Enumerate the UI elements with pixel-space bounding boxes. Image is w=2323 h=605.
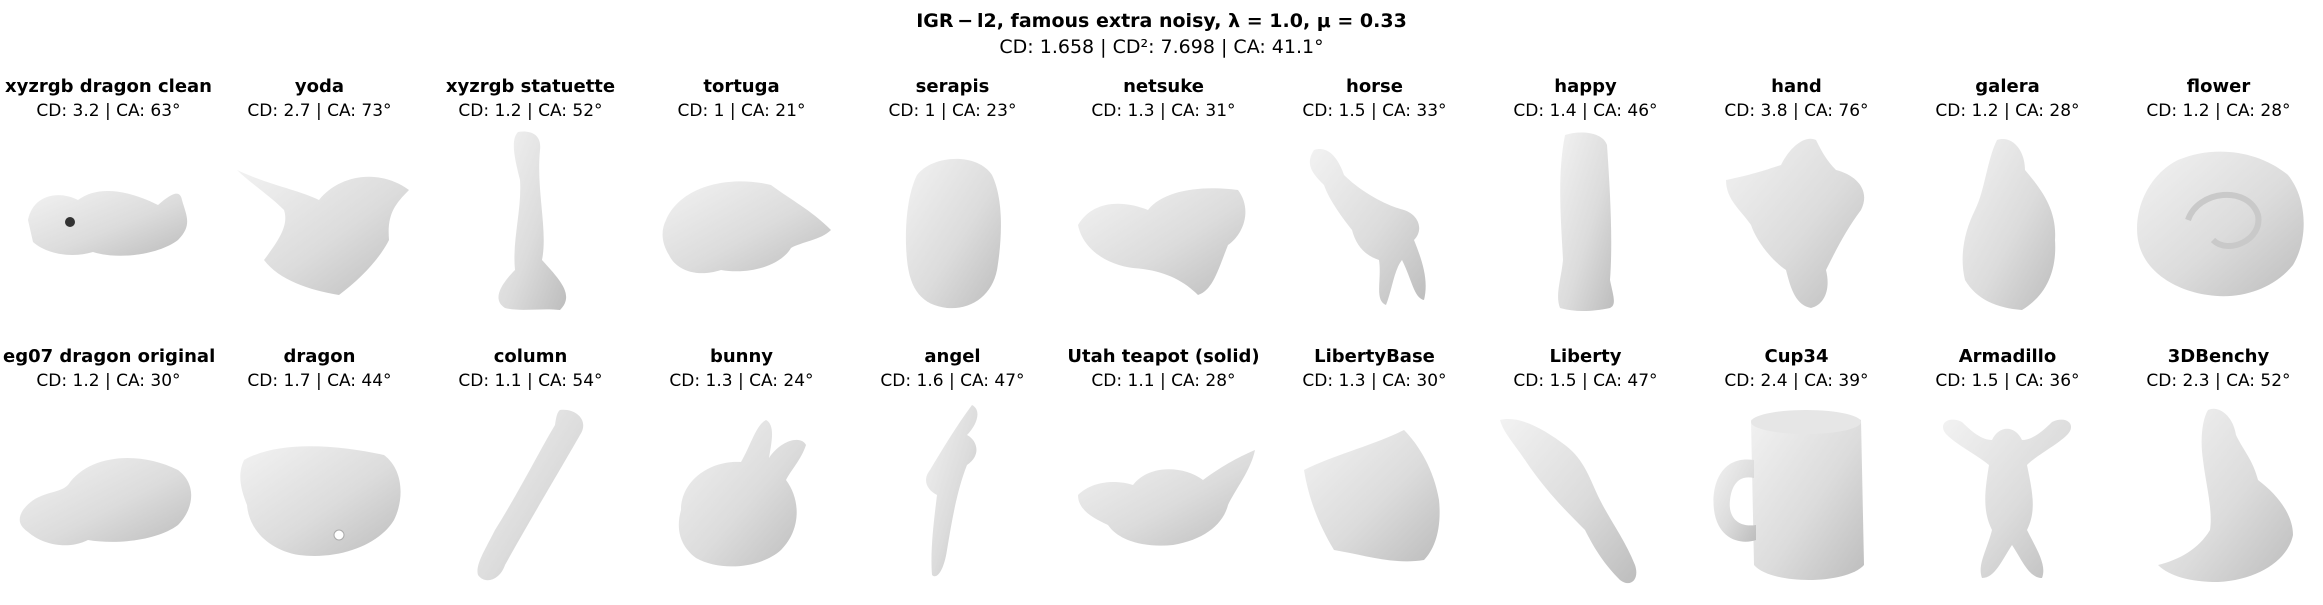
mesh-metric: CD: 1.2 | CA: 52° — [458, 101, 603, 121]
benchy-render — [2158, 408, 2293, 582]
mesh-name: angel — [924, 346, 981, 367]
mesh-name: Liberty — [1549, 346, 1622, 367]
figure-header: IGR − l2, famous extra noisy, λ = 1.0, μ… — [0, 8, 2323, 60]
mesh-cell: dragon CD: 1.7 | CA: 44° — [214, 345, 425, 605]
mesh-name: xyzrgb dragon clean — [5, 76, 212, 97]
mesh-name: Utah teapot (solid) — [1067, 346, 1260, 367]
mesh-cell: Utah teapot (solid) CD: 1.1 | CA: 28° — [1058, 345, 1269, 605]
mesh-cell: hand CD: 3.8 | CA: 76° — [1691, 75, 1902, 335]
dragon-render — [240, 446, 401, 556]
mesh-name: 3DBenchy — [2167, 346, 2270, 367]
mesh-metric: CD: 2.7 | CA: 73° — [247, 101, 392, 121]
mesh-cell: xyzrgb statuette CD: 1.2 | CA: 52° — [425, 75, 636, 335]
mesh-cell: Liberty CD: 1.5 | CA: 47° — [1480, 345, 1691, 605]
mesh-row-1: xyzrgb dragon clean CD: 3.2 | CA: 63° yod… — [0, 75, 2323, 335]
mesh-cell: angel CD: 1.6 | CA: 47° — [847, 345, 1058, 605]
netsuke-render — [1078, 188, 1246, 295]
mesh-metric: CD: 1.3 | CA: 31° — [1091, 101, 1236, 121]
mesh-metric: CD: 1.2 | CA: 28° — [2146, 101, 2291, 121]
mesh-metric: CD: 1 | CA: 23° — [888, 101, 1017, 121]
happy-render — [1558, 132, 1614, 311]
mesh-metric: CD: 1.7 | CA: 44° — [247, 371, 392, 391]
mesh-metric: CD: 1.3 | CA: 24° — [669, 371, 814, 391]
mesh-name: tortuga — [703, 76, 780, 97]
mesh-cell: galera CD: 1.2 | CA: 28° — [1902, 75, 2113, 335]
mesh-name: dragon — [283, 346, 356, 367]
mesh-metric: CD: 1.2 | CA: 28° — [1935, 101, 2080, 121]
mesh-name: eg07 dragon original — [3, 346, 216, 367]
mesh-cell: 3DBenchy CD: 2.3 | CA: 52° — [2113, 345, 2323, 605]
figure-subtitle: CD: 1.658 | CD²: 7.698 | CA: 41.1° — [999, 36, 1324, 58]
yoda-render — [237, 170, 409, 295]
mesh-cell: column CD: 1.1 | CA: 54° — [425, 345, 636, 605]
flower-render — [2137, 151, 2304, 297]
galera-render — [1962, 139, 2056, 310]
mesh-name: galera — [1975, 76, 2040, 97]
mesh-cell: flower CD: 1.2 | CA: 28° — [2113, 75, 2323, 335]
liberty-render — [1500, 419, 1637, 584]
mesh-name: serapis — [915, 76, 990, 97]
mesh-name: happy — [1554, 76, 1617, 97]
mesh-cell: tortuga CD: 1 | CA: 21° — [636, 75, 847, 335]
mesh-metric: CD: 1.2 | CA: 30° — [36, 371, 181, 391]
mesh-row-2: eg07 dragon original CD: 1.2 | CA: 30° dr… — [0, 345, 2323, 605]
mesh-metric: CD: 1.4 | CA: 46° — [1513, 101, 1658, 121]
mesh-metric: CD: 2.3 | CA: 52° — [2146, 371, 2291, 391]
mesh-cell: eg07 dragon original CD: 1.2 | CA: 30° — [3, 345, 216, 605]
angel-render — [926, 405, 978, 577]
mesh-name: flower — [2186, 76, 2251, 97]
mesh-cell: horse CD: 1.5 | CA: 33° — [1269, 75, 1480, 335]
mesh-metric: CD: 1.3 | CA: 30° — [1302, 371, 1447, 391]
mesh-name: xyzrgb statuette — [445, 76, 616, 97]
mesh-name: LibertyBase — [1314, 346, 1435, 367]
teapot-render — [1078, 450, 1255, 546]
tortuga-render — [662, 181, 831, 274]
serapis-render — [905, 158, 1001, 309]
horse-render — [1309, 149, 1426, 305]
mesh-metric: CD: 1 | CA: 21° — [677, 101, 806, 121]
mesh-metric: CD: 1.5 | CA: 36° — [1935, 371, 2080, 391]
mesh-name: yoda — [294, 76, 345, 97]
mesh-cell: netsuke CD: 1.3 | CA: 31° — [1058, 75, 1269, 335]
cup-render — [1713, 410, 1864, 580]
mesh-cell: Armadillo CD: 1.5 | CA: 36° — [1902, 345, 2113, 605]
statuette-render — [498, 131, 567, 310]
mesh-name: hand — [1771, 76, 1822, 97]
mesh-cell: LibertyBase CD: 1.3 | CA: 30° — [1269, 345, 1480, 605]
mesh-cell: Cup34 CD: 2.4 | CA: 39° — [1691, 345, 1902, 605]
mesh-name: Armadillo — [1958, 346, 2057, 367]
dragon-head-render — [28, 190, 188, 256]
mesh-metric: CD: 1.1 | CA: 54° — [458, 371, 603, 391]
mesh-name: bunny — [709, 346, 774, 367]
mesh-metric: CD: 1.1 | CA: 28° — [1091, 371, 1236, 391]
mesh-metric: CD: 1.5 | CA: 33° — [1302, 101, 1447, 121]
mesh-cell: serapis CD: 1 | CA: 23° — [847, 75, 1058, 335]
mesh-name: Cup34 — [1764, 346, 1829, 367]
mesh-metric: CD: 2.4 | CA: 39° — [1724, 371, 1869, 391]
mesh-name: column — [493, 346, 568, 367]
liberty-base-render — [1304, 430, 1440, 562]
mesh-name: horse — [1346, 76, 1403, 97]
hand-render — [1726, 138, 1865, 308]
mesh-metric: CD: 3.2 | CA: 63° — [36, 101, 181, 121]
mesh-name: netsuke — [1123, 76, 1204, 97]
mesh-metric: CD: 1.6 | CA: 47° — [880, 371, 1025, 391]
dragon-original-render — [19, 458, 192, 546]
mesh-cell: happy CD: 1.4 | CA: 46° — [1480, 75, 1691, 335]
mesh-metric: CD: 3.8 | CA: 76° — [1724, 101, 1869, 121]
mesh-cell: xyzrgb dragon clean CD: 3.2 | CA: 63° — [3, 75, 214, 335]
armadillo-render — [1942, 419, 2072, 578]
mesh-cell: bunny CD: 1.3 | CA: 24° — [636, 345, 847, 605]
mesh-metric: CD: 1.5 | CA: 47° — [1513, 371, 1658, 391]
bunny-render — [678, 420, 806, 567]
column-render — [477, 409, 584, 581]
mesh-cell: yoda CD: 2.7 | CA: 73° — [214, 75, 425, 335]
figure-title: IGR − l2, famous extra noisy, λ = 1.0, μ… — [916, 10, 1407, 32]
